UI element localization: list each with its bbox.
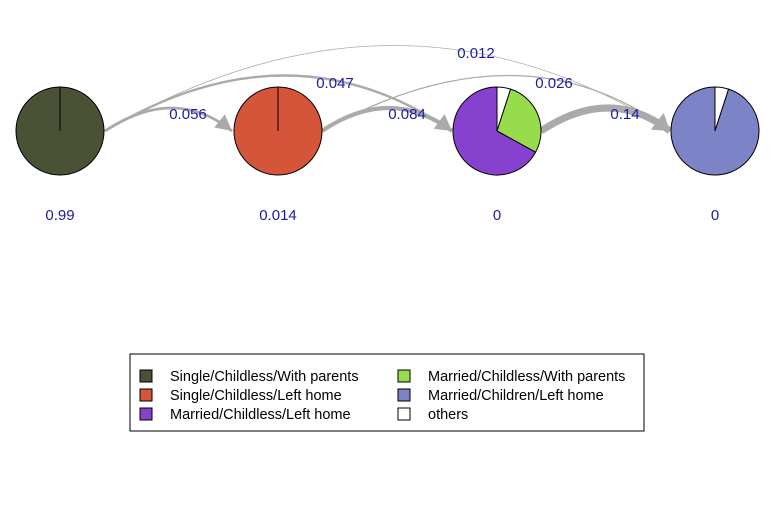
pie-slice-married-children-left-home [670, 86, 760, 176]
edge-probability-label: 0.084 [388, 106, 426, 123]
legend-swatch [139, 407, 153, 421]
legend-box [129, 353, 645, 432]
stay-probability-label: 0.99 [45, 207, 74, 224]
legend-swatch [397, 407, 411, 421]
state-pie-n2 [233, 86, 323, 176]
edge-arrowhead-n3-n4 [650, 112, 670, 131]
stay-probability-label: 0 [711, 207, 719, 224]
state-pie-n3 [452, 86, 542, 176]
legend-swatch [139, 388, 153, 402]
edge-probability-label: 0.14 [610, 106, 639, 123]
legend-item: others [397, 407, 468, 423]
legend-label: Single/Childless/With parents [170, 369, 359, 385]
pie-slice-married-childless-with-parents [496, 88, 542, 153]
legend-label: Single/Childless/Left home [170, 388, 342, 404]
legend-label: Married/Childless/With parents [428, 369, 625, 385]
legend-swatch [397, 369, 411, 383]
edge-n1-n3 [104, 74, 453, 133]
legend-item: Married/Childless/With parents [397, 369, 625, 385]
stay-probability-label: 0.014 [259, 207, 297, 224]
legend-swatch [397, 388, 411, 402]
state-pie-n4 [670, 86, 760, 176]
edge-probability-label: 0.012 [457, 45, 495, 62]
nodes-layer [15, 86, 760, 176]
edge-n2-n4 [321, 74, 671, 132]
edge-n3-n4 [539, 104, 673, 134]
legend-label: Married/Childless/Left home [170, 407, 351, 423]
legend-item: Single/Childless/Left home [139, 388, 342, 404]
legend: Single/Childless/With parents Married/Chi… [129, 353, 645, 432]
edge-labels-layer: 0.056 0.047 0.012 0.084 0.026 0.14 [169, 45, 639, 123]
legend-label: Married/Children/Left home [428, 388, 604, 404]
legend-item: Married/Children/Left home [397, 388, 604, 404]
edge-n2-n3 [320, 106, 454, 133]
legend-swatch [139, 369, 153, 383]
pie-slice-married-childless-left-home [452, 86, 537, 176]
edges-layer [104, 45, 673, 134]
edge-probability-label: 0.026 [535, 75, 573, 92]
stay-probability-label: 0 [493, 207, 501, 224]
legend-item: Married/Childless/Left home [139, 407, 351, 423]
stay-labels-layer: 0.99 0.014 0 0 [45, 207, 719, 224]
legend-item: Single/Childless/With parents [139, 369, 359, 385]
legend-label: others [428, 407, 468, 423]
edge-probability-label: 0.047 [316, 75, 354, 92]
state-pie-n1 [15, 86, 105, 176]
edge-arrowhead-n2-n3 [433, 114, 452, 131]
edge-arrowhead-n1-n2 [214, 114, 232, 131]
edge-probability-label: 0.056 [169, 106, 207, 123]
